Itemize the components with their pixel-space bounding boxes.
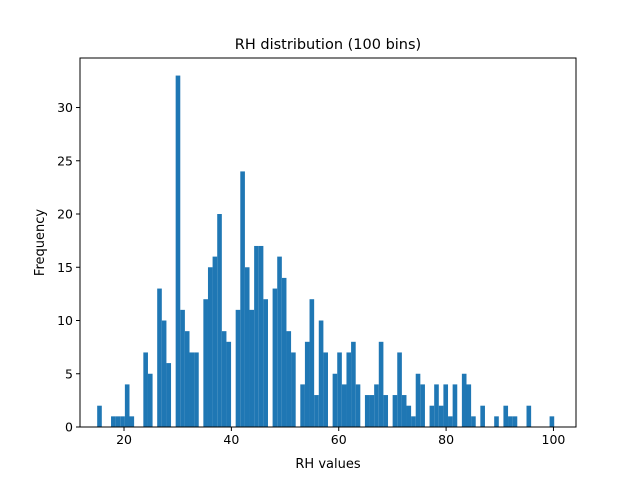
histogram-bar (217, 214, 222, 427)
histogram-bar (420, 384, 425, 427)
histogram-bar (244, 267, 250, 427)
histogram-bar (115, 416, 121, 427)
histogram-bar (397, 352, 402, 427)
histogram-bar (494, 416, 499, 427)
y-tick-label: 10 (57, 313, 73, 328)
histogram-bar (461, 373, 467, 427)
histogram-bar (194, 352, 199, 427)
histogram-bar (161, 320, 167, 427)
histogram-bar (166, 363, 172, 427)
histogram-bar (392, 395, 398, 427)
histogram-bar (448, 416, 453, 427)
histogram-bar (503, 405, 509, 427)
histogram-bar (369, 395, 375, 427)
y-tick-label: 5 (65, 366, 73, 381)
plot-frame (79, 57, 577, 428)
histogram-bar (374, 384, 379, 427)
histogram-bar (240, 171, 245, 427)
histogram-bar (346, 352, 352, 427)
histogram-bar (300, 384, 305, 427)
histogram-bar (281, 277, 287, 427)
histogram-bar (471, 416, 476, 427)
histogram-bar (254, 245, 259, 427)
y-tick-label: 15 (57, 260, 73, 275)
y-tick-label: 30 (57, 100, 73, 115)
histogram-bar (180, 309, 185, 427)
histogram-bar (304, 341, 310, 427)
histogram-bar (291, 352, 296, 427)
histogram-bar (120, 416, 125, 427)
y-tick-label: 25 (57, 153, 73, 168)
histogram-bar (429, 405, 435, 427)
histogram-bar (480, 405, 485, 427)
histogram-bar (434, 384, 439, 427)
histogram-bar (452, 384, 458, 427)
histogram-bar (337, 352, 342, 427)
histogram-bar (508, 416, 513, 427)
x-tick-label: 80 (438, 432, 454, 447)
y-axis-ticks: 0 5 10 15 20 25 30 (57, 100, 80, 435)
histogram-bar (526, 405, 532, 427)
histogram-bar (277, 256, 282, 427)
histogram-bar (341, 384, 347, 427)
x-tick-label: 60 (331, 432, 347, 447)
histogram-bar (147, 373, 153, 427)
histogram-bar (318, 320, 324, 427)
histogram-bar (203, 299, 208, 427)
histogram-bar (184, 331, 190, 427)
histogram-bar (124, 384, 130, 427)
histogram-bar (549, 416, 555, 427)
histogram-bar (207, 267, 213, 427)
histogram-bar (221, 331, 227, 427)
histogram-bar (309, 299, 315, 427)
histogram-bar (143, 352, 148, 427)
histogram-bar (332, 373, 338, 427)
histogram-bar (249, 309, 255, 427)
histogram-bar (258, 245, 264, 427)
histogram-bar (512, 416, 518, 427)
histogram-bars (97, 75, 555, 427)
histogram-bar (383, 395, 389, 427)
histogram-bar (323, 352, 328, 427)
histogram-bar (355, 384, 361, 427)
histogram-bar (411, 416, 416, 427)
histogram-bar (235, 309, 241, 427)
histogram-bar (466, 384, 472, 427)
histogram-bar (378, 341, 384, 427)
histogram-bar (189, 352, 195, 427)
x-tick-label: 40 (223, 432, 239, 447)
x-axis-label: RH values (295, 457, 360, 472)
histogram-bar (226, 341, 232, 427)
y-tick-label: 20 (57, 207, 73, 222)
y-axis-label: Frequency (33, 209, 48, 276)
histogram-bar (175, 75, 181, 427)
histogram-bar (212, 256, 218, 427)
histogram-bar (415, 373, 421, 427)
histogram-bar (401, 395, 407, 427)
histogram-bar (97, 405, 102, 427)
x-tick-label: 20 (116, 432, 132, 447)
histogram-bar (443, 384, 449, 427)
histogram-bar (263, 299, 268, 427)
histogram-bar (286, 331, 292, 427)
x-axis-ticks: 20 40 60 80 100 (116, 427, 565, 447)
histogram-bar (314, 395, 319, 427)
histogram-bar (364, 395, 370, 427)
y-tick-label: 0 (65, 420, 73, 435)
histogram-bar (129, 416, 135, 427)
histogram-bar (272, 288, 278, 427)
histogram-bar (157, 288, 162, 427)
histogram-bar (351, 341, 356, 427)
histogram-bar (438, 405, 444, 427)
histogram-bar (111, 416, 116, 427)
chart-title: RH distribution (100 bins) (235, 37, 421, 53)
histogram-bar (406, 405, 412, 427)
x-tick-label: 100 (542, 432, 566, 447)
